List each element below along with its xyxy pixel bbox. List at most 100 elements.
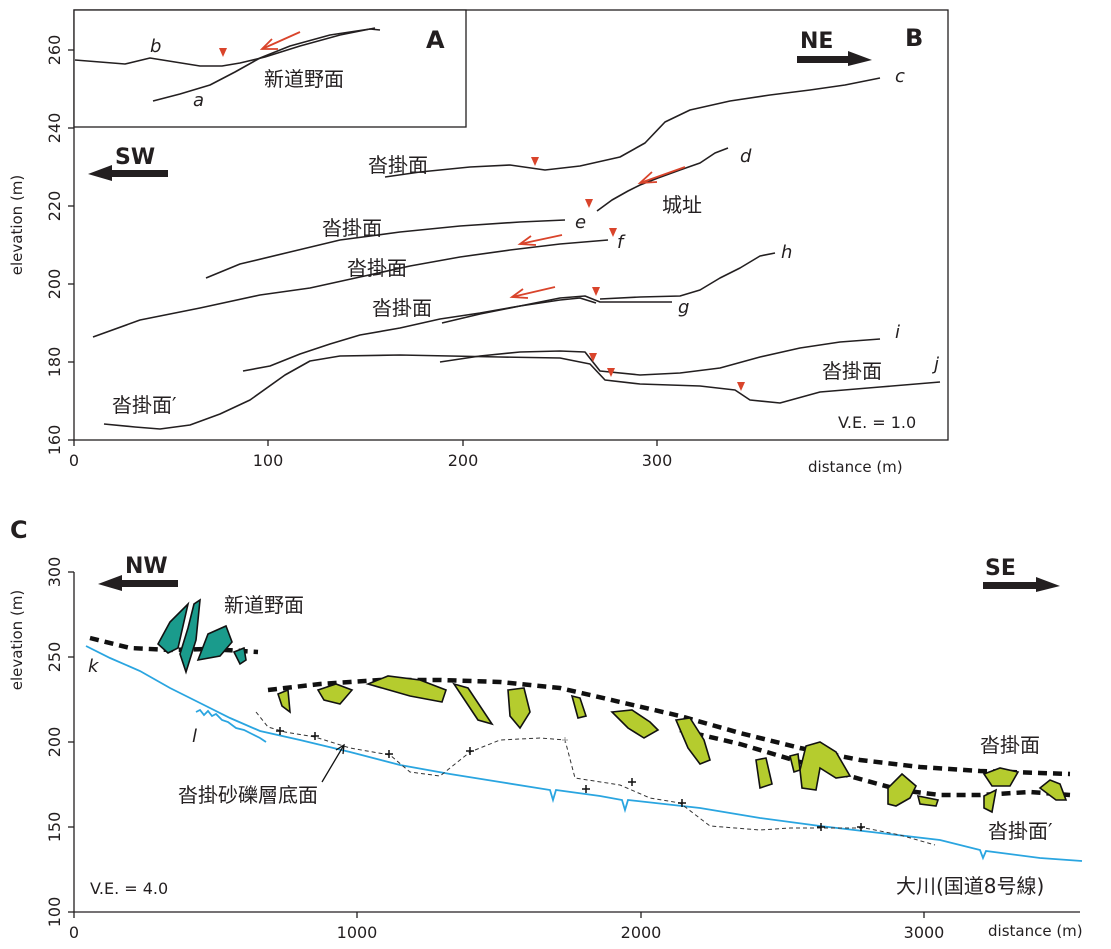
olive-deposit-4 (452, 682, 494, 726)
surface-label-tonkake-3: 沓掛面 (347, 256, 407, 280)
label-h: h (781, 242, 792, 263)
panel-c-letter: C (10, 516, 28, 544)
ne-direction-label: NE (800, 29, 833, 54)
surface-label-tonkake-c: 沓掛面 (980, 733, 1040, 757)
panel-c-ytick-200: 200 (45, 727, 64, 758)
panel-b-y-ticks: 160 180 200 220 240 260 (45, 35, 74, 456)
panel-c-ytick-150: 150 (45, 812, 64, 843)
panel-c-ytick-100: 100 (45, 897, 64, 928)
panel-c-ytick-300: 300 (45, 557, 64, 588)
profile-c (384, 77, 881, 178)
profile-e (205, 219, 566, 279)
panel-b-letter: B (905, 24, 923, 52)
label-d: d (740, 146, 752, 167)
panel-b-ytick-260: 260 (45, 35, 64, 66)
olive-deposit-3 (365, 675, 448, 703)
olive-deposit-7 (610, 709, 660, 739)
surface-label-gravel-base: 沓掛砂礫層底面 (178, 783, 318, 807)
olive-deposit-1 (277, 688, 291, 714)
fault-marker-j (737, 382, 745, 391)
surface-label-tonkake-1: 沓掛面 (368, 153, 428, 177)
slip-arrow-g (509, 286, 556, 299)
olive-deposit-5 (507, 687, 531, 730)
surface-label-castle: 城址 (662, 193, 702, 217)
panel-c-ytick-250: 250 (45, 642, 64, 673)
panel-b-xtick-0: 0 (69, 451, 79, 470)
fault-marker-i1 (589, 353, 597, 362)
gravel-base-crosses (276, 727, 865, 831)
surface-label-tonkake-4: 沓掛面 (372, 296, 432, 320)
profile-j (439, 338, 881, 376)
fault-marker-c (531, 157, 539, 166)
label-g: g (678, 297, 689, 318)
panel-b-ytick-200: 200 (45, 269, 64, 300)
slip-arrow-d (637, 166, 686, 185)
olive-deposit-13 (916, 794, 940, 807)
surface-label-shindono-c: 新道野面 (224, 593, 304, 617)
olive-deposit-15 (983, 788, 998, 814)
profile-d (596, 147, 729, 212)
profile-f (92, 239, 609, 338)
olive-deposit-8 (674, 717, 711, 765)
gravel-base-line (255, 711, 936, 846)
panel-c-xtick-2000: 2000 (621, 923, 662, 942)
panel-b-frame (73, 9, 949, 441)
label-b: b (150, 36, 161, 57)
surface-label-tonkake-prime: 沓掛面′ (112, 393, 177, 417)
label-e: e (575, 212, 586, 233)
tonkake-surface-line-upper (267, 677, 1071, 777)
fault-marker-a (219, 48, 227, 57)
panel-c-y-ticks: 100 150 200 250 300 (45, 557, 74, 928)
tonkake-deposits (277, 675, 1068, 814)
fault-marker-g (592, 287, 600, 296)
panel-c: C 100 150 200 250 300 elevation (m) 0 10… (8, 516, 1083, 942)
panel-b-ytick-220: 220 (45, 191, 64, 222)
panel-b-xtick-100: 100 (253, 451, 284, 470)
panel-b-xtick-300: 300 (642, 451, 673, 470)
label-c: c (895, 66, 905, 87)
olive-deposit-10 (789, 753, 801, 774)
panel-b-ve: V.E. = 1.0 (838, 413, 916, 432)
panel-b: 160 180 200 220 240 260 elevation (m) 0 … (8, 9, 949, 476)
olive-deposit-6 (570, 694, 588, 719)
panel-b-x-ticks: 0 100 200 300 (69, 440, 672, 470)
panel-c-x-ticks: 0 1000 2000 3000 (69, 912, 944, 942)
surface-label-tonkake-prime-c: 沓掛面′ (988, 819, 1053, 843)
surface-label-tonkake-5: 沓掛面 (822, 359, 882, 383)
label-f: f (617, 232, 626, 253)
teal-deposit-2 (179, 598, 201, 675)
olive-deposit-12 (887, 772, 917, 807)
label-j: j (931, 354, 939, 375)
inset-a-letter: A (426, 26, 445, 54)
sw-direction-label: SW (115, 145, 155, 170)
fault-marker-e (585, 199, 593, 208)
profile-g (441, 295, 672, 324)
nw-direction-arrow: NW (98, 554, 178, 591)
olive-deposit-14 (982, 767, 1020, 787)
teal-deposit-1 (156, 601, 190, 654)
sw-direction-arrow: SW (88, 145, 168, 181)
panel-c-ve: V.E. = 4.0 (90, 879, 168, 898)
shindono-deposits (156, 598, 247, 675)
surface-label-shindono-a: 新道野面 (264, 67, 344, 91)
label-a: a (193, 90, 204, 111)
label-k: k (88, 656, 100, 677)
fault-marker-f (609, 228, 617, 237)
profile-i (242, 297, 597, 372)
olive-deposit-11 (799, 741, 852, 791)
fault-marker-i2 (607, 368, 615, 377)
gravel-base-leader (321, 743, 345, 783)
panel-b-y-label: elevation (m) (8, 175, 26, 276)
slip-arrow-f (517, 234, 563, 246)
panel-b-ytick-160: 160 (45, 425, 64, 456)
panel-c-xtick-3000: 3000 (904, 923, 945, 942)
profile-l (195, 708, 267, 743)
se-direction-label: SE (985, 556, 1016, 581)
profile-tonkake-prime (103, 354, 941, 430)
teal-deposit-4 (232, 646, 247, 666)
olive-deposit-16 (1038, 779, 1068, 801)
gravel-base-cross-faint (562, 737, 568, 743)
inset-a-frame (73, 9, 467, 128)
panel-c-xtick-0: 0 (69, 923, 79, 942)
